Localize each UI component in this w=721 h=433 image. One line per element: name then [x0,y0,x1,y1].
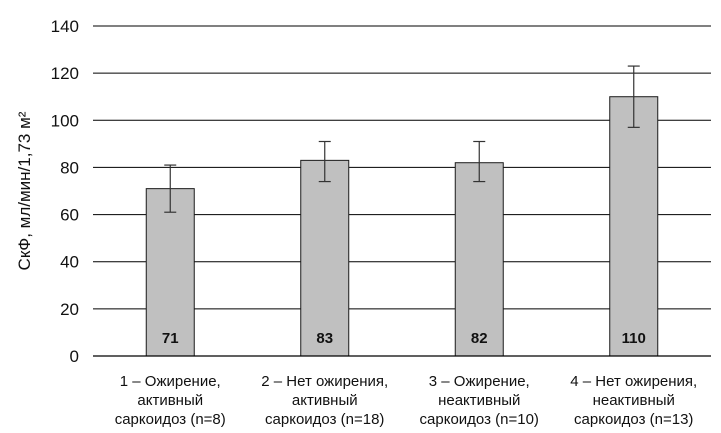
x-axis-category-labels: 1 – Ожирение, активный саркоидоз (n=8) 2 – … [115,373,698,428]
y-tick-label: 40 [60,253,79,272]
category-label-line: 3 – Ожирение, [429,373,530,390]
category-label-line: саркоидоз (n=8) [115,411,226,428]
y-tick-label: 140 [51,17,79,36]
y-tick-label: 60 [60,206,79,225]
category-label-line: 4 – Нет ожирения, [570,373,697,390]
y-tick-label: 80 [60,158,79,177]
category-label-line: неактивный [593,392,675,409]
data-label: 110 [622,330,646,347]
category-label-line: неактивный [438,392,520,409]
data-label: 82 [471,330,488,347]
category-label-line: активный [137,392,203,409]
bar [300,159,350,357]
data-labels: 71 83 82 110 [162,330,646,347]
y-tick-label: 0 [70,347,79,366]
data-label: 83 [316,330,333,347]
category-label: 2 – Нет ожирения, активный саркоидоз (n=18… [261,373,388,428]
category-label: 1 – Ожирение, активный саркоидоз (n=8) [115,373,226,428]
y-tick-label: 100 [51,111,79,130]
data-label: 71 [162,330,179,347]
y-axis-tick-labels: 0 20 40 60 80 100 120 140 [51,17,79,366]
category-label-line: саркоидоз (n=18) [265,411,384,428]
category-label-line: активный [292,392,358,409]
category-label-line: 1 – Ожирение, [120,373,221,390]
category-label: 3 – Ожирение, неактивный саркоидоз (n=10) [420,373,539,428]
y-axis-title: СкФ, мл/мин/1,73 м² [15,111,34,270]
bar [454,162,504,357]
gridlines [93,25,711,310]
category-label: 4 – Нет ожирения, неактивный саркоидоз (n=… [570,373,697,428]
y-tick-label: 20 [60,300,79,319]
bars [145,96,659,357]
category-label-line: саркоидоз (n=10) [420,411,539,428]
error-bars [164,65,640,213]
bar [609,96,659,357]
category-label-line: саркоидоз (n=13) [574,411,693,428]
y-tick-label: 120 [51,64,79,83]
category-label-line: 2 – Нет ожирения, [261,373,388,390]
